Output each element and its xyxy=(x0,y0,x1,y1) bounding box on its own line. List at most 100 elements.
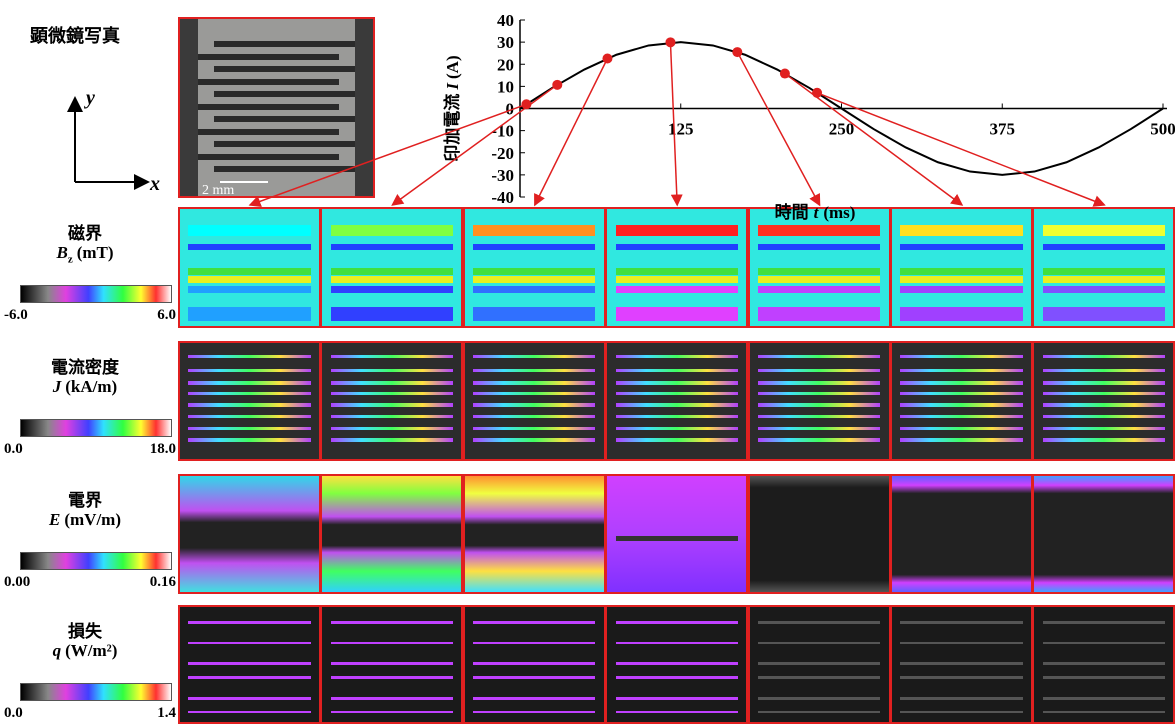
field-map xyxy=(178,474,321,594)
current-line xyxy=(188,391,311,396)
current-line xyxy=(615,426,738,430)
field-band xyxy=(900,267,1023,275)
field-band xyxy=(188,286,311,294)
field-band xyxy=(900,275,1023,283)
loss-line xyxy=(330,641,454,645)
loss-line xyxy=(615,676,738,679)
row-unit-text: (mT) xyxy=(76,243,114,262)
row-name: 電流密度 xyxy=(51,358,119,377)
current-line xyxy=(615,381,738,385)
row-name: 損失 xyxy=(68,622,102,641)
sample-point xyxy=(732,47,743,58)
current-line xyxy=(900,414,1023,419)
y-tick-label: -40 xyxy=(491,188,514,207)
field-band xyxy=(900,244,1023,250)
field-band xyxy=(330,307,454,322)
field-band xyxy=(1042,225,1166,236)
current-line xyxy=(1042,438,1166,442)
x-tick-label: 250 xyxy=(829,120,855,139)
current-curve xyxy=(519,41,1164,176)
y-tick-label: -10 xyxy=(491,122,514,141)
current-line xyxy=(330,391,454,396)
field-band xyxy=(615,286,738,294)
current-line xyxy=(900,368,1023,372)
current-line xyxy=(757,381,881,385)
loss-line xyxy=(615,620,738,624)
field-map xyxy=(890,605,1033,724)
colorbar xyxy=(20,285,172,303)
sample-point xyxy=(665,37,676,48)
colorbar-max: 18.0 xyxy=(149,441,176,457)
loss-line xyxy=(615,710,738,714)
field-band xyxy=(188,275,311,283)
electrode-strip xyxy=(198,78,339,85)
current-line xyxy=(757,403,881,407)
loss-line xyxy=(757,662,881,666)
scale-bar xyxy=(220,181,268,183)
field-map xyxy=(462,474,606,594)
loss-line xyxy=(330,676,454,679)
loss-line xyxy=(757,696,881,700)
current-line xyxy=(473,403,596,407)
field-map xyxy=(1032,341,1175,461)
field-band xyxy=(188,267,311,275)
loss-line xyxy=(615,696,738,700)
field-band xyxy=(615,225,738,236)
field-band xyxy=(1042,275,1166,283)
row-symbol: q xyxy=(52,641,62,660)
field-map xyxy=(320,474,464,594)
loss-line xyxy=(473,696,596,700)
y-tick-label: 20 xyxy=(497,55,514,74)
field-band xyxy=(757,286,881,294)
current-line xyxy=(900,391,1023,396)
loss-line xyxy=(473,620,596,624)
current-line xyxy=(1042,368,1166,372)
field-map xyxy=(178,341,321,461)
colorbar xyxy=(20,552,172,570)
field-band xyxy=(900,286,1023,294)
current-line xyxy=(330,381,454,385)
field-map xyxy=(747,605,891,724)
current-line xyxy=(757,438,881,442)
x-tick-label: 500 xyxy=(1150,120,1175,139)
loss-line xyxy=(900,676,1023,679)
row-symbol: B xyxy=(56,243,68,262)
loss-line xyxy=(1042,676,1166,679)
field-map xyxy=(1032,474,1175,594)
pointer-arrow xyxy=(534,58,609,207)
row-name: 磁界 xyxy=(68,224,102,243)
current-line xyxy=(473,426,596,430)
electrode-strip xyxy=(198,103,339,110)
current-line xyxy=(900,426,1023,430)
field-map xyxy=(890,474,1033,594)
pointer-arrow xyxy=(784,72,964,206)
current-line xyxy=(330,368,454,372)
field-band xyxy=(473,275,596,283)
current-line xyxy=(330,354,454,359)
current-line xyxy=(900,403,1023,407)
current-line xyxy=(615,438,738,442)
loss-line xyxy=(900,696,1023,700)
field-map xyxy=(1032,605,1175,724)
loss-line xyxy=(473,710,596,714)
current-line xyxy=(330,426,454,430)
current-line xyxy=(615,391,738,396)
colorbar-max: 1.4 xyxy=(157,705,176,721)
current-line xyxy=(188,426,311,430)
sample-point xyxy=(602,53,613,64)
row-unit: J (kA/m) xyxy=(0,377,170,399)
field-map xyxy=(890,207,1033,328)
loss-line xyxy=(330,620,454,624)
field-map xyxy=(178,605,321,724)
y-tick-label: 0 xyxy=(506,100,515,119)
electrode-strip xyxy=(214,116,355,122)
field-map xyxy=(462,605,606,724)
field-map xyxy=(890,341,1033,461)
field-band xyxy=(757,225,881,236)
sample-point xyxy=(521,99,532,110)
pad xyxy=(180,19,198,196)
field-band xyxy=(900,225,1023,236)
colorbar-min: -6.0 xyxy=(4,307,28,323)
y-axis-label-part: 印加電流 xyxy=(442,94,462,162)
row-unit: Bz (mT) xyxy=(0,243,170,265)
